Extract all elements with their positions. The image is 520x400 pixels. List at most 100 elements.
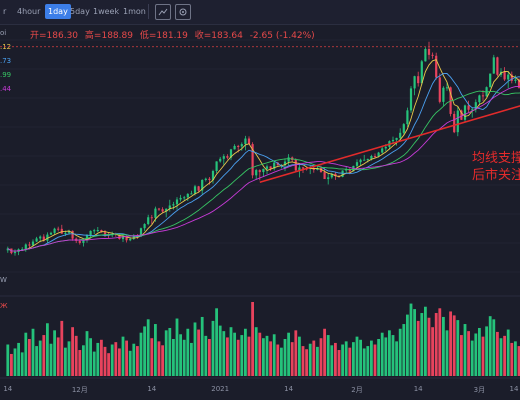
volume-bar xyxy=(208,339,211,376)
candle-body xyxy=(481,95,485,97)
candle-body xyxy=(215,161,218,172)
volume-bar xyxy=(438,308,442,376)
candle-body xyxy=(283,161,287,166)
volume-bar xyxy=(78,350,82,376)
candle-body xyxy=(507,74,510,80)
candle-body xyxy=(28,244,31,246)
volume-bar xyxy=(46,323,49,376)
settings-icon[interactable] xyxy=(175,4,191,20)
candle-body xyxy=(219,158,222,162)
volume-bars xyxy=(6,302,520,376)
volume-bar xyxy=(352,342,355,376)
volume-bar xyxy=(125,340,128,376)
candle-body xyxy=(143,224,146,229)
volume-bar xyxy=(53,330,56,376)
volume-bar xyxy=(370,340,373,376)
candle-body xyxy=(327,177,330,180)
volume-bar xyxy=(103,346,107,376)
volume-bar xyxy=(402,324,406,376)
candle-body xyxy=(363,159,366,161)
candle-body xyxy=(85,235,89,240)
interval-tab-1week[interactable]: 1week xyxy=(93,7,120,16)
volume-bar xyxy=(434,313,438,376)
interval-tab-5day[interactable]: 5day xyxy=(70,7,90,16)
volume-bar xyxy=(416,320,420,376)
x-tick-label: 14 xyxy=(413,385,423,393)
volume-bar xyxy=(82,345,85,376)
volume-bar xyxy=(262,338,265,376)
interval-tab-1day[interactable]: 1day xyxy=(45,4,71,19)
volume-bar xyxy=(488,316,492,376)
interval-tab-cut[interactable]: r xyxy=(3,7,7,16)
candle-body xyxy=(276,162,279,166)
candle-body xyxy=(39,236,42,239)
candle-body xyxy=(298,167,301,171)
volume-bar xyxy=(341,344,344,376)
candle-body xyxy=(391,139,395,142)
candle-body xyxy=(222,156,225,159)
volume-bar xyxy=(319,338,323,376)
volume-bar xyxy=(316,346,319,376)
volume-bar xyxy=(287,332,290,376)
chart-grid xyxy=(0,39,520,379)
volume-bar xyxy=(298,336,301,376)
candle-body xyxy=(82,239,85,243)
volume-bar xyxy=(290,342,294,376)
low-value: 低=181.19 xyxy=(139,31,188,41)
volume-bar xyxy=(121,336,125,376)
candle-body xyxy=(323,172,326,180)
candle-body xyxy=(179,197,182,200)
volume-bar xyxy=(456,320,460,376)
volume-bar xyxy=(179,334,182,376)
candle-body xyxy=(301,167,305,169)
volume-bar xyxy=(449,311,452,376)
candle-body xyxy=(355,162,359,166)
volume-bar xyxy=(506,329,510,376)
volume-bar xyxy=(100,339,103,376)
candle-body xyxy=(46,234,49,241)
candle-body xyxy=(427,48,431,55)
interval-tab-4hour[interactable]: 4hour xyxy=(17,7,41,16)
candle-body xyxy=(265,166,269,169)
volume-bar xyxy=(215,308,218,376)
volume-bar xyxy=(330,345,334,376)
interval-tab-1mon[interactable]: 1mon xyxy=(123,7,146,16)
volume-bar xyxy=(344,341,348,376)
chart-type-icon[interactable] xyxy=(155,4,171,20)
candle-body xyxy=(467,105,470,110)
candle-body xyxy=(100,230,103,233)
candle-body xyxy=(438,77,441,102)
high-value: 高=188.89 xyxy=(84,31,133,41)
candle-body xyxy=(251,144,254,176)
candle-body xyxy=(172,204,175,206)
volume-bar xyxy=(492,319,496,376)
candle-body xyxy=(345,169,348,171)
candle-body xyxy=(399,132,402,138)
annotation-line-1: 均线支撑 xyxy=(472,151,520,166)
candle-body xyxy=(373,156,377,157)
volume-bar xyxy=(334,342,337,376)
volume-bar xyxy=(326,335,330,376)
candle-body xyxy=(409,88,413,111)
candle-body xyxy=(489,73,492,88)
volume-bar xyxy=(168,327,172,376)
candle-body xyxy=(471,109,474,111)
toolbar-divider xyxy=(148,4,149,19)
volume-bar xyxy=(244,328,247,376)
candle-body xyxy=(420,61,423,84)
volume-bar xyxy=(305,349,308,376)
candle-body xyxy=(201,179,204,191)
volume-bar xyxy=(301,346,305,376)
volume-bar xyxy=(355,336,359,376)
volume-bar xyxy=(481,336,485,376)
x-tick-label: 14 xyxy=(147,385,157,393)
candle-body xyxy=(255,170,258,176)
candle-body xyxy=(35,238,38,242)
candle-body xyxy=(67,230,71,233)
ma10-legend-value: .73 xyxy=(0,57,12,65)
candle-body xyxy=(71,230,74,239)
candle-body xyxy=(269,166,272,169)
candle-body xyxy=(442,87,445,102)
volume-bar xyxy=(139,332,143,376)
volume-bar xyxy=(6,344,10,376)
